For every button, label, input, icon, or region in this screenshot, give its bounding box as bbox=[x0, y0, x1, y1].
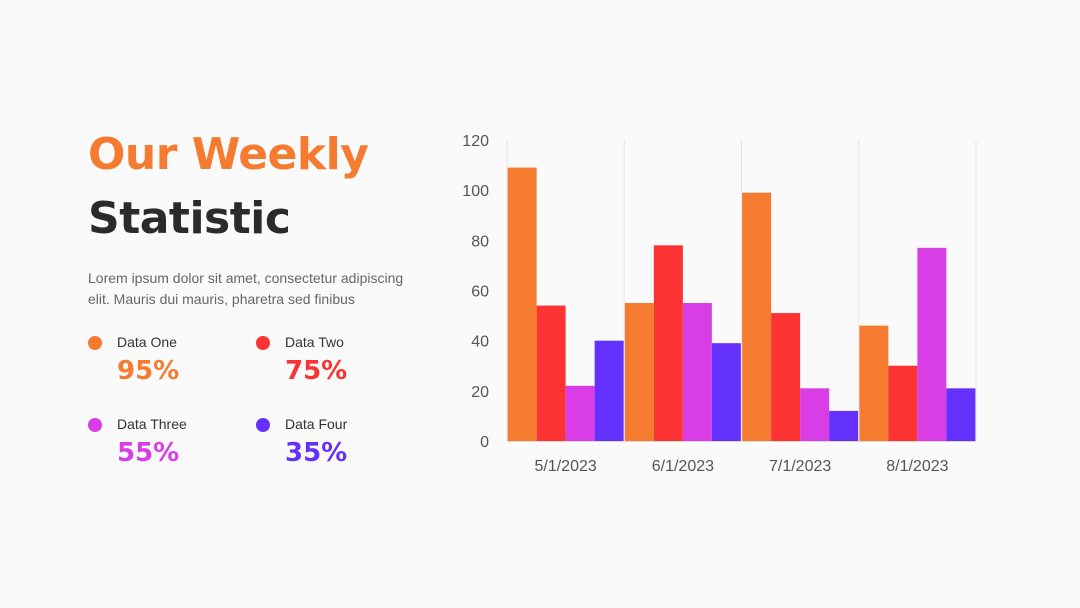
legend-value: 75% bbox=[285, 356, 348, 386]
y-tick-label: 80 bbox=[471, 233, 489, 250]
x-tick-label: 8/1/2023 bbox=[886, 458, 948, 475]
bar-series-1-1 bbox=[507, 167, 537, 441]
legend-label: Data One bbox=[117, 334, 177, 350]
chart-bars bbox=[507, 167, 976, 441]
y-tick-label: 40 bbox=[471, 334, 489, 351]
legend-item-data-one: Data One 95% bbox=[88, 333, 238, 393]
bar-chart: 0 20 40 60 80 100 120 5/1/2023 6/1/2023 7/1/2023… bbox=[462, 133, 977, 475]
legend-dot-data-one bbox=[88, 336, 102, 350]
legend-label: Data Three bbox=[117, 416, 187, 432]
y-tick-label: 120 bbox=[462, 133, 489, 150]
page-title-line-2: Statistic bbox=[88, 193, 291, 244]
bar-series-4-2 bbox=[711, 343, 741, 441]
page-title-line-1: Our Weekly bbox=[88, 129, 369, 180]
bar-series-2-3 bbox=[771, 313, 801, 441]
bar-series-2-2 bbox=[653, 245, 683, 441]
bar-series-1-2 bbox=[624, 303, 654, 441]
legend-dot-data-two bbox=[256, 336, 270, 350]
legend-item-data-two: Data Two 75% bbox=[256, 333, 406, 393]
legend-dot-data-three bbox=[88, 418, 102, 432]
bar-series-4-4 bbox=[946, 388, 976, 441]
bar-series-3-1 bbox=[565, 385, 595, 441]
x-tick-label: 6/1/2023 bbox=[652, 458, 714, 475]
chart-y-axis: 0 20 40 60 80 100 120 bbox=[462, 133, 489, 451]
legend-value: 35% bbox=[285, 438, 348, 468]
y-tick-label: 60 bbox=[471, 284, 489, 301]
bar-series-1-4 bbox=[859, 325, 889, 441]
legend-value: 55% bbox=[117, 438, 180, 468]
bar-series-2-1 bbox=[536, 305, 566, 441]
x-tick-label: 5/1/2023 bbox=[534, 458, 596, 475]
legend-label: Data Four bbox=[285, 416, 348, 432]
bar-series-4-3 bbox=[829, 410, 859, 441]
bar-series-3-3 bbox=[800, 388, 830, 441]
legend-dot-data-four bbox=[256, 418, 270, 432]
description-text: Lorem ipsum dolor sit amet, consectetur … bbox=[88, 270, 404, 307]
y-tick-label: 100 bbox=[462, 183, 489, 200]
bar-series-1-3 bbox=[742, 192, 772, 441]
y-tick-label: 0 bbox=[480, 434, 489, 451]
y-tick-label: 20 bbox=[471, 384, 489, 401]
chart-gridlines bbox=[506, 140, 977, 441]
legend-value: 95% bbox=[117, 356, 180, 386]
x-tick-label: 7/1/2023 bbox=[769, 458, 831, 475]
legend-label: Data Two bbox=[285, 334, 344, 350]
legend-item-data-three: Data Three 55% bbox=[88, 415, 238, 475]
bar-series-3-4 bbox=[917, 247, 947, 441]
bar-series-2-4 bbox=[888, 365, 918, 441]
legend-item-data-four: Data Four 35% bbox=[256, 415, 406, 475]
chart-x-axis: 5/1/2023 6/1/2023 7/1/2023 8/1/2023 bbox=[507, 441, 976, 475]
bar-series-4-1 bbox=[594, 340, 624, 441]
bar-series-3-2 bbox=[682, 303, 712, 441]
